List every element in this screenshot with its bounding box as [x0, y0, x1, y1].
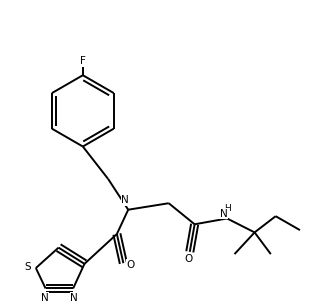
Text: N: N	[41, 293, 49, 303]
Text: S: S	[24, 262, 31, 272]
Text: F: F	[80, 56, 86, 66]
Text: O: O	[184, 254, 192, 264]
Text: N: N	[220, 209, 228, 218]
Text: N: N	[121, 195, 129, 205]
Text: H: H	[224, 204, 231, 213]
Text: O: O	[126, 260, 135, 270]
Text: N: N	[70, 293, 78, 303]
